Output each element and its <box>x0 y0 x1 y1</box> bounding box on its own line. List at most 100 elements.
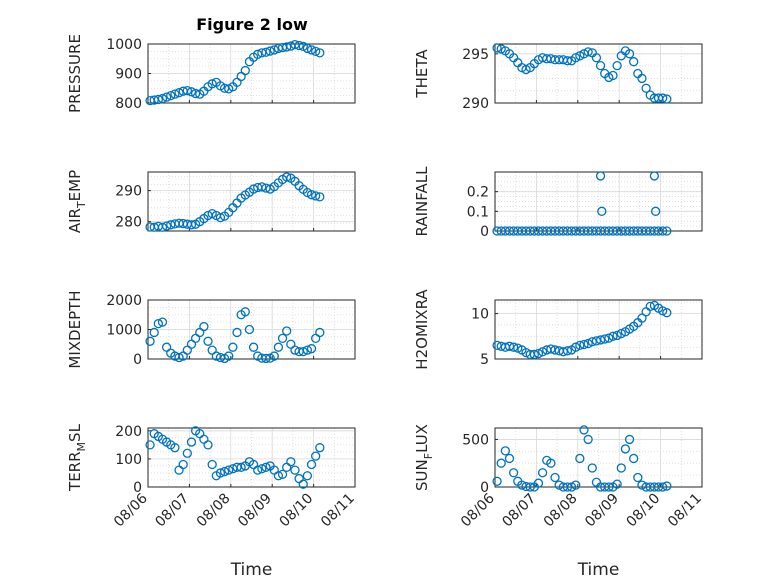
data-point <box>525 482 535 492</box>
data-point <box>575 453 585 464</box>
data-point <box>571 480 581 490</box>
data-point <box>157 317 168 327</box>
grid <box>494 171 703 232</box>
x-tick-label: 08/07 <box>499 491 539 531</box>
y-axis-label: SUNFLUX <box>413 424 435 491</box>
data-series <box>492 300 672 360</box>
data-point <box>311 46 321 57</box>
data-point <box>306 45 317 55</box>
data-point <box>533 478 544 488</box>
axes-box <box>494 299 703 360</box>
data-point <box>306 190 317 200</box>
data-series <box>492 43 672 104</box>
data-point <box>587 463 597 473</box>
y-tick-label: 5 <box>480 352 489 368</box>
data-series <box>145 307 325 364</box>
data-point <box>662 94 672 104</box>
data-point <box>248 342 259 352</box>
data-point <box>662 481 672 491</box>
x-tick-label: 08/10 <box>277 491 317 531</box>
data-point <box>641 307 651 317</box>
data-point <box>257 182 267 192</box>
data-series <box>492 171 672 236</box>
data-point <box>199 321 209 332</box>
y-axis-label: RAINFALL <box>413 166 431 237</box>
data-point <box>658 93 668 103</box>
data-point <box>161 221 172 231</box>
data-point <box>282 172 292 182</box>
data-point <box>508 468 519 478</box>
data-point <box>302 471 313 481</box>
data-point <box>265 46 275 56</box>
data-point <box>273 342 284 352</box>
data-point <box>537 468 548 478</box>
y-tick-label: 900 <box>115 67 142 83</box>
x-axis-label: Time <box>577 560 620 580</box>
y-tick-label: 2000 <box>106 293 142 309</box>
data-point <box>145 440 155 450</box>
x-tick-label: 08/07 <box>152 491 192 531</box>
data-point <box>174 465 184 475</box>
data-point <box>629 453 639 464</box>
data-point <box>261 47 271 57</box>
data-point <box>298 479 308 489</box>
y-tick-label: 0.1 <box>467 204 489 220</box>
data-point <box>228 342 238 352</box>
data-point <box>633 472 643 483</box>
data-point <box>315 48 325 58</box>
data-point <box>504 453 515 464</box>
data-point <box>562 482 573 492</box>
subplot-8: 0 500 08/06 08/07 08/08 08/09 08/10 08/11 SUNFLU… <box>413 424 705 580</box>
data-point <box>199 434 209 444</box>
data-point <box>211 351 221 361</box>
data-point <box>277 333 288 344</box>
data-point <box>315 443 325 453</box>
data-point <box>620 444 631 454</box>
subplot-3: 280 290 AIRTEMP <box>66 170 356 233</box>
data-point <box>612 330 622 341</box>
data-point <box>248 184 259 194</box>
data-point <box>492 476 502 486</box>
data-point <box>583 434 593 445</box>
data-point <box>261 353 271 364</box>
data-point <box>282 42 292 52</box>
data-point <box>203 440 213 450</box>
axes-box <box>494 171 703 232</box>
data-point <box>182 448 192 458</box>
subplot-6: 5 10 H2OMIXRA <box>413 289 703 370</box>
y-tick-label: 500 <box>462 432 489 448</box>
data-point <box>315 327 325 338</box>
data-point <box>298 346 308 357</box>
data-point <box>240 65 250 76</box>
data-point <box>207 459 217 470</box>
y-tick-label: 0.2 <box>467 185 489 201</box>
data-point <box>641 83 651 93</box>
data-point <box>649 171 660 181</box>
data-point <box>145 336 155 346</box>
y-tick-label: 295 <box>462 47 489 63</box>
data-series <box>145 426 325 489</box>
data-point <box>282 326 292 336</box>
x-axis-label: Time <box>230 560 273 580</box>
data-point <box>529 349 539 360</box>
data-point <box>244 324 255 335</box>
data-point <box>257 464 267 474</box>
x-tick-label: 08/06 <box>458 490 498 530</box>
data-point <box>149 327 159 338</box>
data-point <box>306 344 317 354</box>
axes-box <box>494 43 703 104</box>
x-tick-label: 08/11 <box>665 491 705 531</box>
data-point <box>182 85 192 96</box>
data-point <box>161 92 172 102</box>
x-tick-label: 08/09 <box>235 491 275 531</box>
data-point <box>571 342 581 352</box>
data-point <box>286 457 296 467</box>
data-point <box>178 459 188 470</box>
subplot-4: 0 0.1 0.2 RAINFALL <box>413 166 703 240</box>
y-tick-label: 10 <box>471 307 489 323</box>
data-point <box>658 226 668 236</box>
y-axis-label: TERRMSL <box>66 423 88 492</box>
data-point <box>616 328 626 339</box>
data-point <box>166 90 176 101</box>
data-point <box>658 306 668 316</box>
